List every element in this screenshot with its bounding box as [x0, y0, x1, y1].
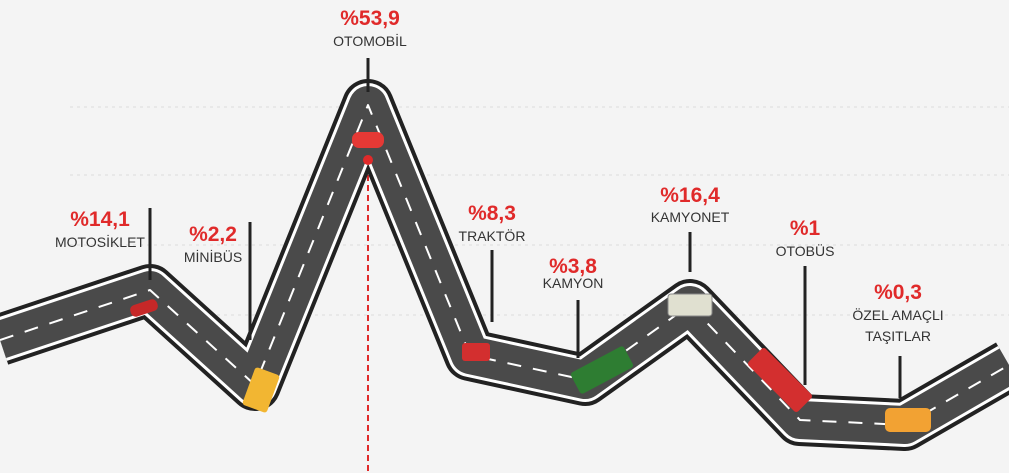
- peak-dot: [363, 155, 373, 165]
- vehicle-name: TAŞITLAR: [865, 328, 931, 344]
- vehicle-name: MİNİBÜS: [184, 248, 242, 265]
- percent-label: %14,1: [70, 208, 130, 231]
- vehicle-name: KAMYON: [543, 275, 604, 291]
- percent-label: %8,3: [468, 202, 516, 225]
- vehicle-name: TRAKTÖR: [459, 227, 526, 244]
- vehicle-name: ÖZEL AMAÇLI: [852, 306, 943, 323]
- infographic: %14,1 MOTOSİKLET %2,2 MİNİBÜS %53,9 OTOM…: [0, 0, 1009, 473]
- percent-label: %16,4: [660, 184, 720, 207]
- vehicle-name: OTOMOBİL: [333, 32, 407, 49]
- percent-label: %0,3: [874, 281, 922, 304]
- vehicle-name: OTOBÜS: [776, 242, 835, 259]
- percent-label: %1: [790, 217, 821, 240]
- background-grid: [70, 107, 1009, 315]
- vehicle-name: MOTOSİKLET: [55, 233, 145, 250]
- percent-label: %53,9: [340, 7, 400, 30]
- vehicle-name: KAMYONET: [651, 209, 730, 225]
- page: %14,1 MOTOSİKLET %2,2 MİNİBÜS %53,9 OTOM…: [0, 0, 1009, 473]
- percent-label: %2,2: [189, 223, 237, 246]
